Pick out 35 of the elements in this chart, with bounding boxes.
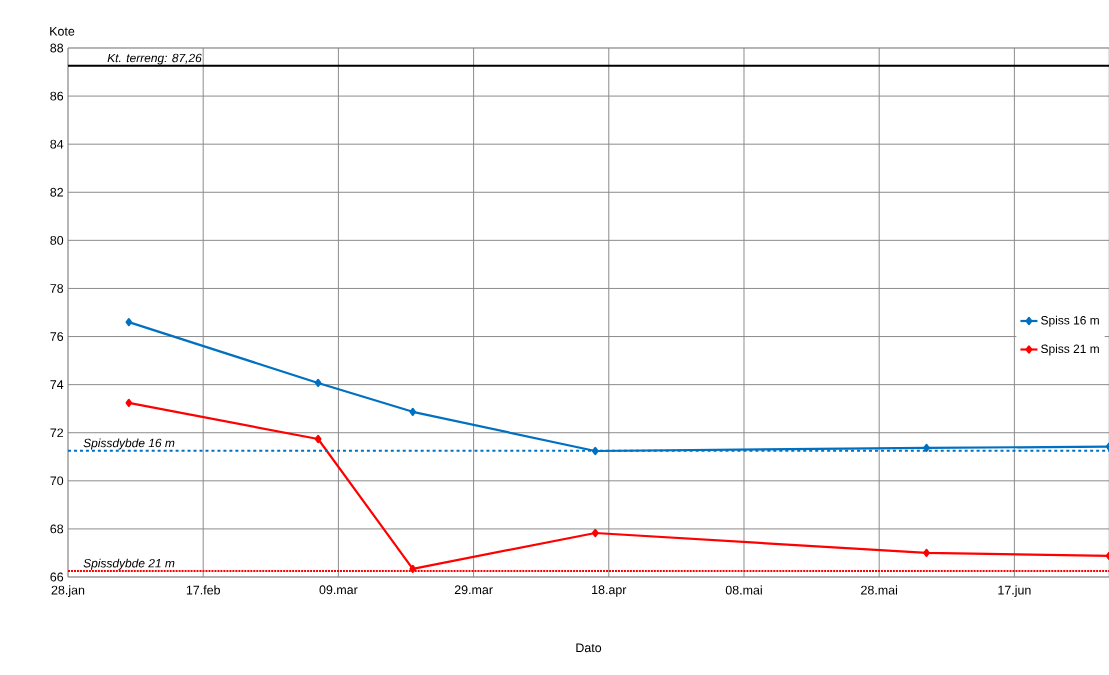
x-tick-label: 17.jun	[998, 585, 1031, 597]
x-tick-label: 17.feb	[186, 585, 220, 595]
x-tick-label: 28.mai	[861, 585, 898, 595]
x-tick-label: 29.mar	[454, 585, 493, 595]
y-tick-label: 80	[50, 235, 64, 245]
x-tick-label: 28.jan	[51, 585, 85, 597]
y-tick-label: 88	[50, 43, 64, 53]
x-tick-label: 18.apr	[592, 585, 627, 597]
ref-line-label: Kt. terreng: 87,26	[107, 53, 202, 65]
y-axis-title: Kote	[50, 26, 75, 36]
legend-label: Spiss 21 m	[1041, 344, 1099, 356]
y-tick-label: 68	[50, 524, 64, 534]
point	[314, 434, 322, 444]
ref-line-label: Spissdybde 21 m	[83, 558, 175, 570]
legend-label: Spiss 16 m	[1041, 315, 1099, 327]
y-tick-label: 72	[50, 428, 64, 438]
y-tick-label: 70	[50, 476, 64, 486]
y-tick-label: 74	[50, 380, 64, 389]
y-tick-label: 66	[50, 572, 64, 582]
y-tick-label: 76	[50, 332, 64, 341]
y-tick-label: 84	[50, 139, 64, 149]
point	[409, 407, 417, 416]
x-tick-label: 09.mar	[319, 585, 358, 595]
x-axis-title: Dato	[576, 643, 602, 653]
x-tick-label: 08.mai	[725, 585, 762, 595]
point	[923, 443, 930, 452]
point	[409, 564, 417, 573]
point	[923, 548, 930, 558]
point	[591, 446, 599, 456]
y-tick-label: 82	[50, 187, 64, 197]
point	[591, 528, 599, 538]
point	[314, 378, 322, 388]
y-tick-label: 78	[50, 284, 64, 293]
y-tick-label: 86	[50, 91, 64, 101]
ref-line-label: Spissdybde 16 m	[83, 438, 175, 450]
